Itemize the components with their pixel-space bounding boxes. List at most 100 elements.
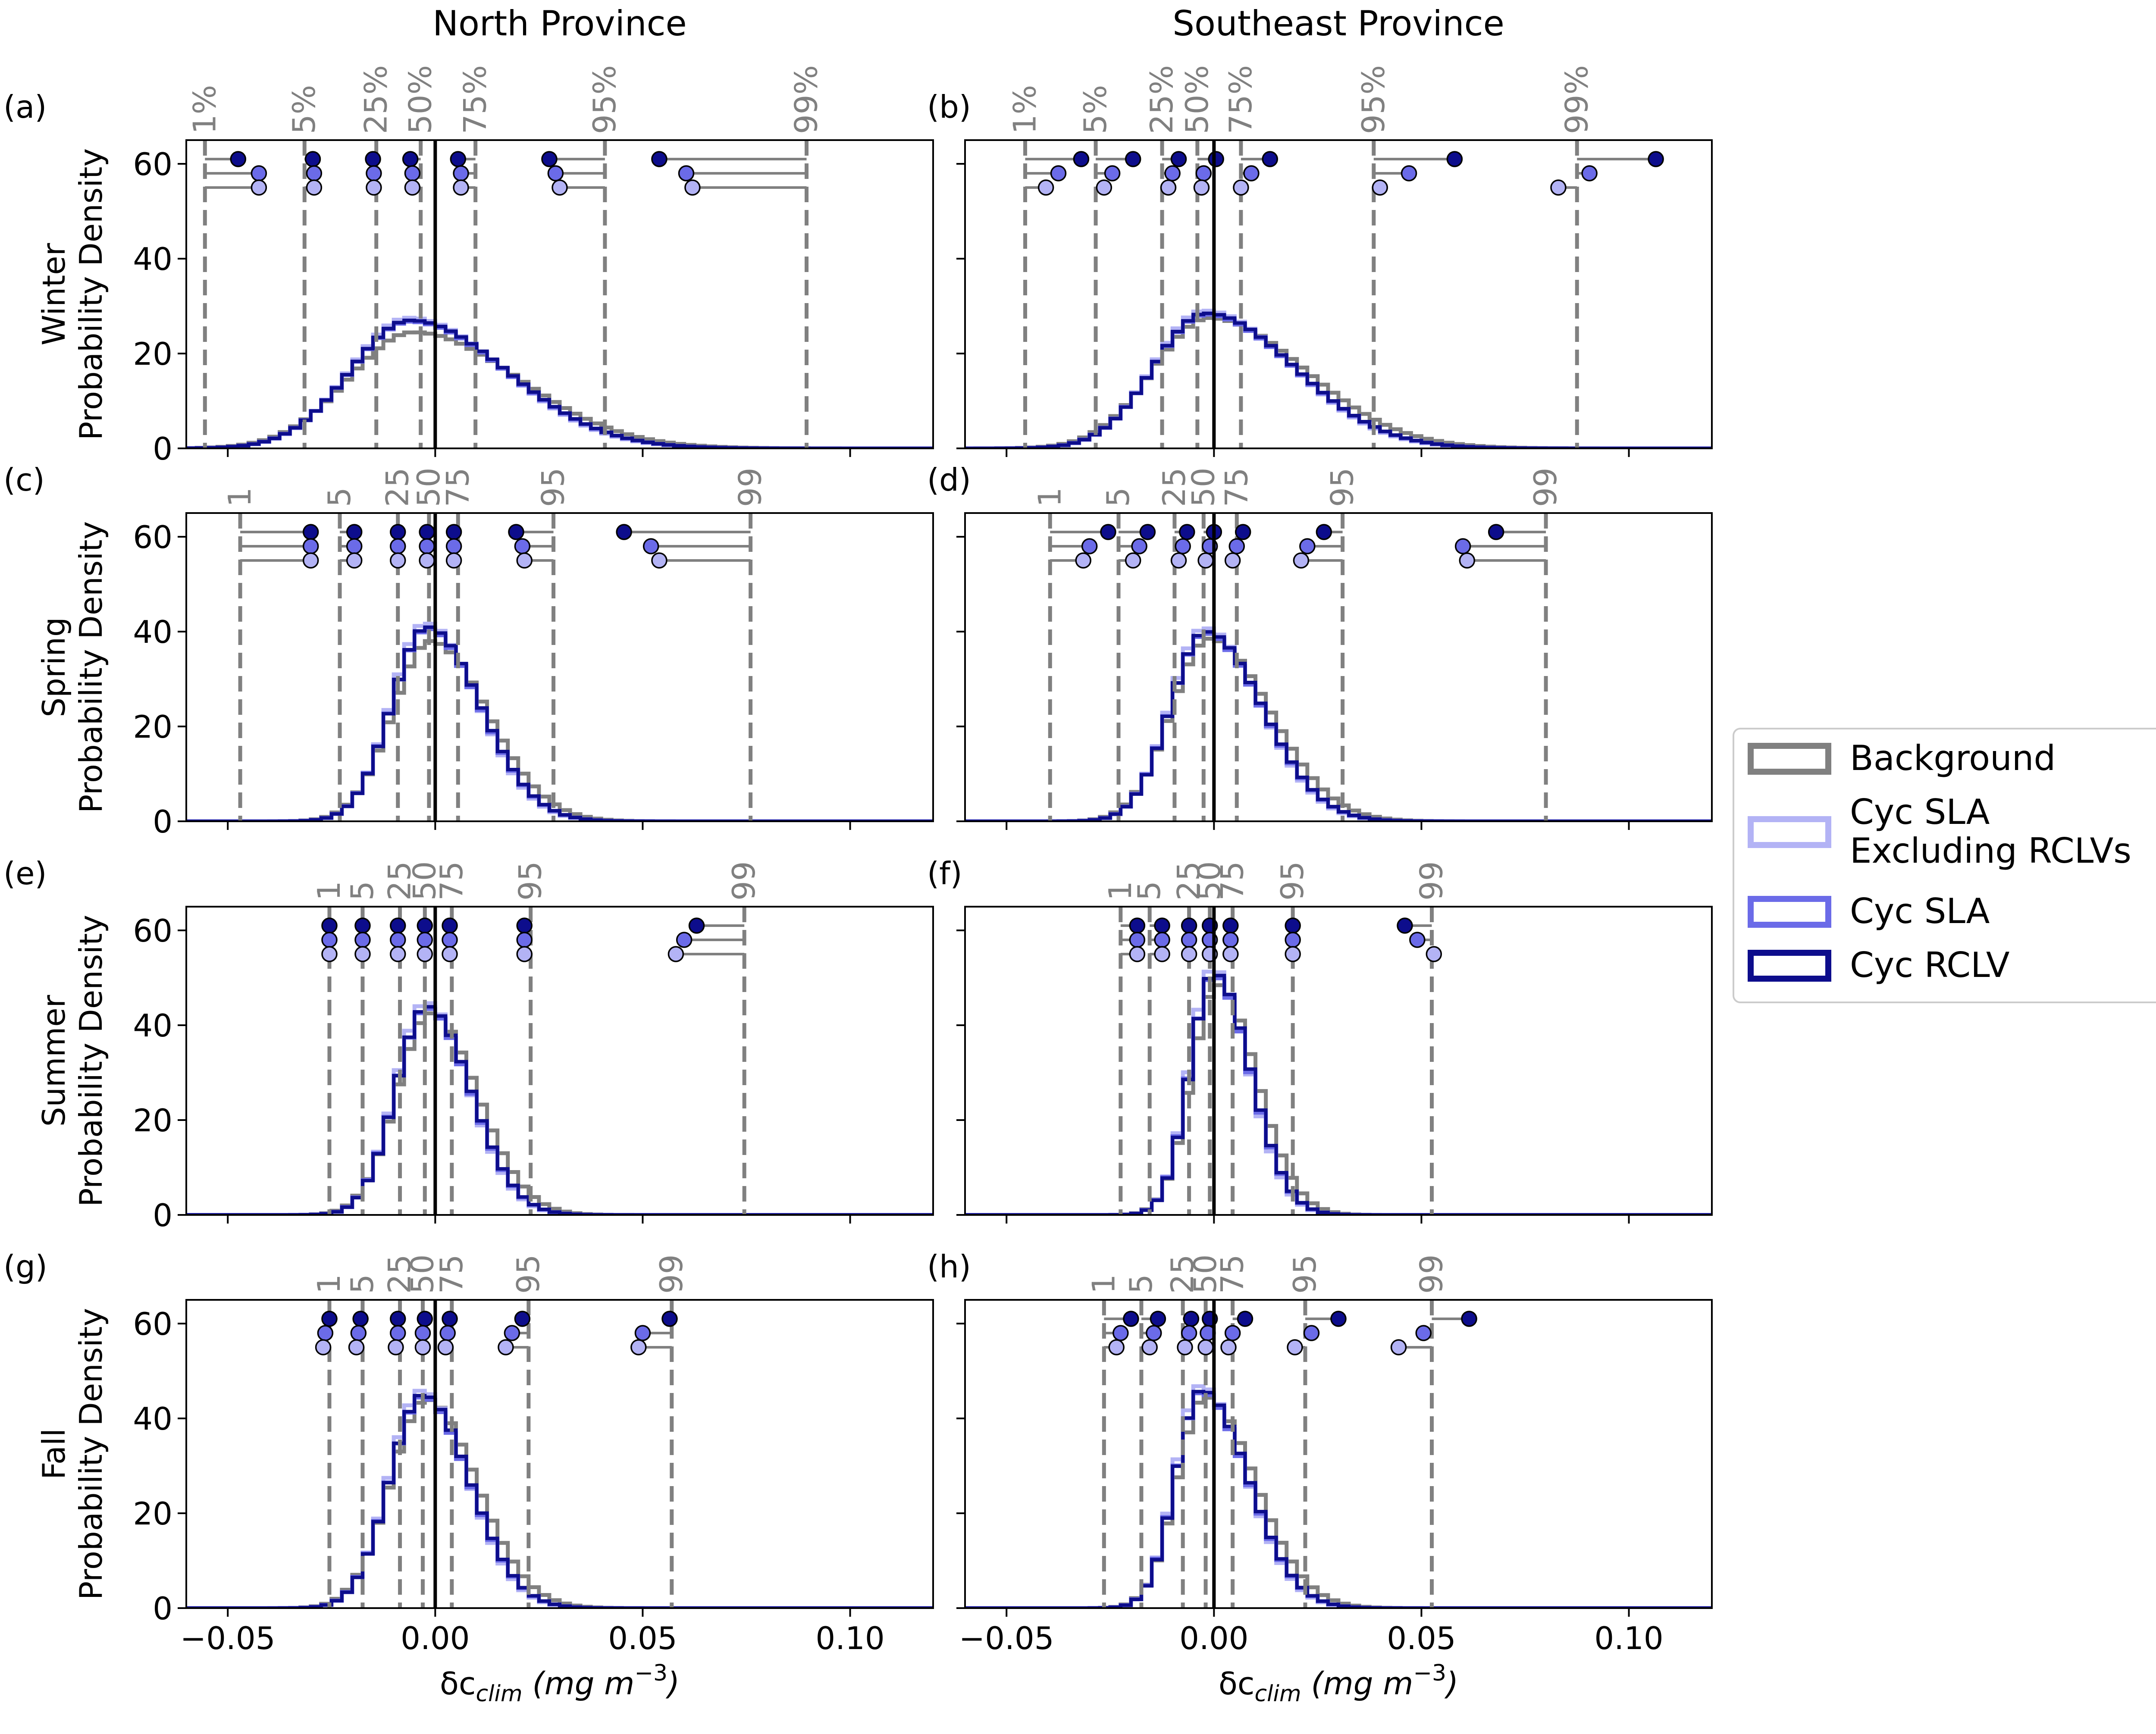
- chart-panels: 1% 5% 25% 50% 75% 95% 99%0204060(a)WinterProba…: [3, 3, 1713, 1707]
- percentile-label: 50: [406, 861, 442, 901]
- cyc-rclv-marker: [688, 917, 705, 934]
- cyc-rclv-marker: [442, 1311, 458, 1327]
- cyc-sla-excluding-rclvs-marker: [1224, 552, 1241, 569]
- percentile-label: 1: [222, 487, 258, 507]
- cyc-rclv-marker: [516, 917, 533, 934]
- x-tick-label: 0.00: [1179, 1620, 1248, 1656]
- cyc-rclv-marker: [1183, 1311, 1200, 1327]
- panel-plot-area: [186, 140, 933, 448]
- cyc-sla-excluding-rclvs-marker: [667, 946, 684, 962]
- legend-entry-label: Cyc SLA: [1850, 792, 1990, 832]
- legend-frame: [1733, 728, 2156, 1003]
- panel-frame: [964, 906, 1713, 1216]
- y-axis-label-quantity: Probability Density: [73, 148, 109, 440]
- percentile-label: 50: [1185, 467, 1221, 507]
- percentile-label: 99: [653, 1254, 689, 1294]
- panel-frame: [185, 139, 934, 449]
- cyc-sla-excluding-rclvs-marker: [354, 946, 371, 962]
- panel-label: (d): [927, 462, 971, 498]
- panel-frame: [964, 512, 1713, 822]
- cyc-sla-excluding-rclvs-marker: [1129, 946, 1146, 962]
- cyc-rclv-marker: [1316, 524, 1332, 540]
- cyc-sla-excluding-rclvs-marker: [389, 946, 406, 962]
- x-axis-label-units: (mg m: [1301, 1665, 1413, 1702]
- y-tick-label: 40: [133, 241, 172, 277]
- cyc-rclv-marker: [1208, 151, 1224, 167]
- cyc-rclv-marker: [302, 524, 319, 540]
- y-axis-label-season: Spring: [36, 617, 72, 717]
- x-axis-label-close: ): [665, 1665, 680, 1702]
- panel-plot-area: [965, 513, 1712, 821]
- cyc-sla-excluding-rclvs-marker: [1181, 946, 1197, 962]
- cyc-sla-marker: [389, 932, 406, 948]
- cyc-sla-excluding-rclvs-marker: [1197, 1339, 1214, 1355]
- legend-swatch: [1748, 816, 1831, 848]
- panel-frame: [185, 906, 934, 1216]
- cyc-rclv-marker: [419, 524, 435, 540]
- legend-swatch: [1748, 743, 1831, 775]
- y-tick-label: 0: [153, 804, 172, 840]
- cyc-sla-marker: [1181, 932, 1197, 948]
- cyc-rclv-marker: [352, 1311, 369, 1327]
- cyc-rclv-marker: [1648, 151, 1664, 167]
- cyc-rclv-marker: [1170, 151, 1187, 167]
- percentile-label: 50: [404, 1254, 440, 1294]
- cyc-rclv-histogram: [186, 1005, 933, 1215]
- panel-frame: [185, 512, 934, 822]
- cyc-sla-excluding-rclvs-marker: [630, 1339, 647, 1355]
- cyc-sla-marker: [1081, 538, 1098, 554]
- cyc-rclv-marker: [541, 151, 558, 167]
- x-axis-label-subscript: clim: [1254, 1681, 1301, 1707]
- cyc-rclv-marker: [417, 1311, 433, 1327]
- legend-swatch: [1748, 896, 1831, 928]
- legend-entry-label: Background: [1850, 738, 2056, 778]
- y-axis-label-quantity: Probability Density: [73, 915, 109, 1207]
- percentile-label: 75: [1214, 1254, 1250, 1294]
- cyc-sla-marker: [1146, 1325, 1162, 1341]
- percentile-label: 99: [1527, 467, 1564, 507]
- x-axis-label-symbol: δc: [440, 1665, 476, 1702]
- percentile-label: 1: [1102, 881, 1138, 901]
- percentile-label: 99: [726, 861, 762, 901]
- cyc-sla-marker: [439, 1325, 456, 1341]
- cyc-sla-excluding-rclvs-marker: [321, 946, 338, 962]
- percentile-label: 5%: [1077, 85, 1113, 134]
- column-title: Southeast Province: [1172, 3, 1504, 44]
- cyc-sla-marker: [1050, 165, 1067, 182]
- percentile-label: 75: [433, 861, 470, 901]
- cyc-sla-excluding-rclvs-marker: [1287, 1339, 1303, 1355]
- cyc-sla-excluding-rclvs-marker: [498, 1339, 514, 1355]
- y-axis-label: FallProbability Density: [36, 1308, 109, 1600]
- percentile-label: 5: [1131, 881, 1167, 901]
- percentile-label: 25: [382, 1254, 418, 1294]
- cyc-sla-excluding-rclvs-marker: [419, 552, 435, 569]
- cyc-sla-marker: [1401, 165, 1417, 182]
- cyc-sla-marker: [504, 1325, 520, 1341]
- percentile-label: 75: [433, 1254, 470, 1294]
- y-tick-label: 20: [133, 1496, 172, 1532]
- cyc-rclv-marker: [365, 151, 381, 167]
- cyc-rclv-marker: [1397, 917, 1413, 934]
- cyc-sla-excluding-rclvs-marker: [516, 552, 533, 569]
- cyc-sla-marker: [442, 932, 458, 948]
- cyc-sla-excluding-rclvs-marker: [366, 179, 382, 196]
- panel-label: (a): [3, 89, 47, 125]
- cyc-rclv-marker: [402, 151, 419, 167]
- panel-label: (e): [3, 855, 47, 892]
- cyc-sla-marker: [1409, 932, 1426, 948]
- y-axis-label: SummerProbability Density: [36, 915, 109, 1207]
- cyc-sla-marker: [317, 1325, 334, 1341]
- y-tick-label: 0: [153, 1590, 172, 1627]
- cyc-sla-excluding-rclvs-marker: [1220, 1339, 1237, 1355]
- y-tick-label: 40: [133, 614, 172, 650]
- percentile-label: 1%: [1007, 85, 1043, 134]
- cyc-sla-excluding-rclvs-marker: [315, 1339, 332, 1355]
- cyc-rclv-marker: [1181, 917, 1197, 934]
- y-tick-label: 20: [133, 336, 172, 372]
- panel-label: (h): [927, 1249, 971, 1285]
- percentile-label: 99: [732, 467, 768, 507]
- percentile-label: 99%: [788, 65, 824, 134]
- y-tick-label: 20: [133, 1102, 172, 1139]
